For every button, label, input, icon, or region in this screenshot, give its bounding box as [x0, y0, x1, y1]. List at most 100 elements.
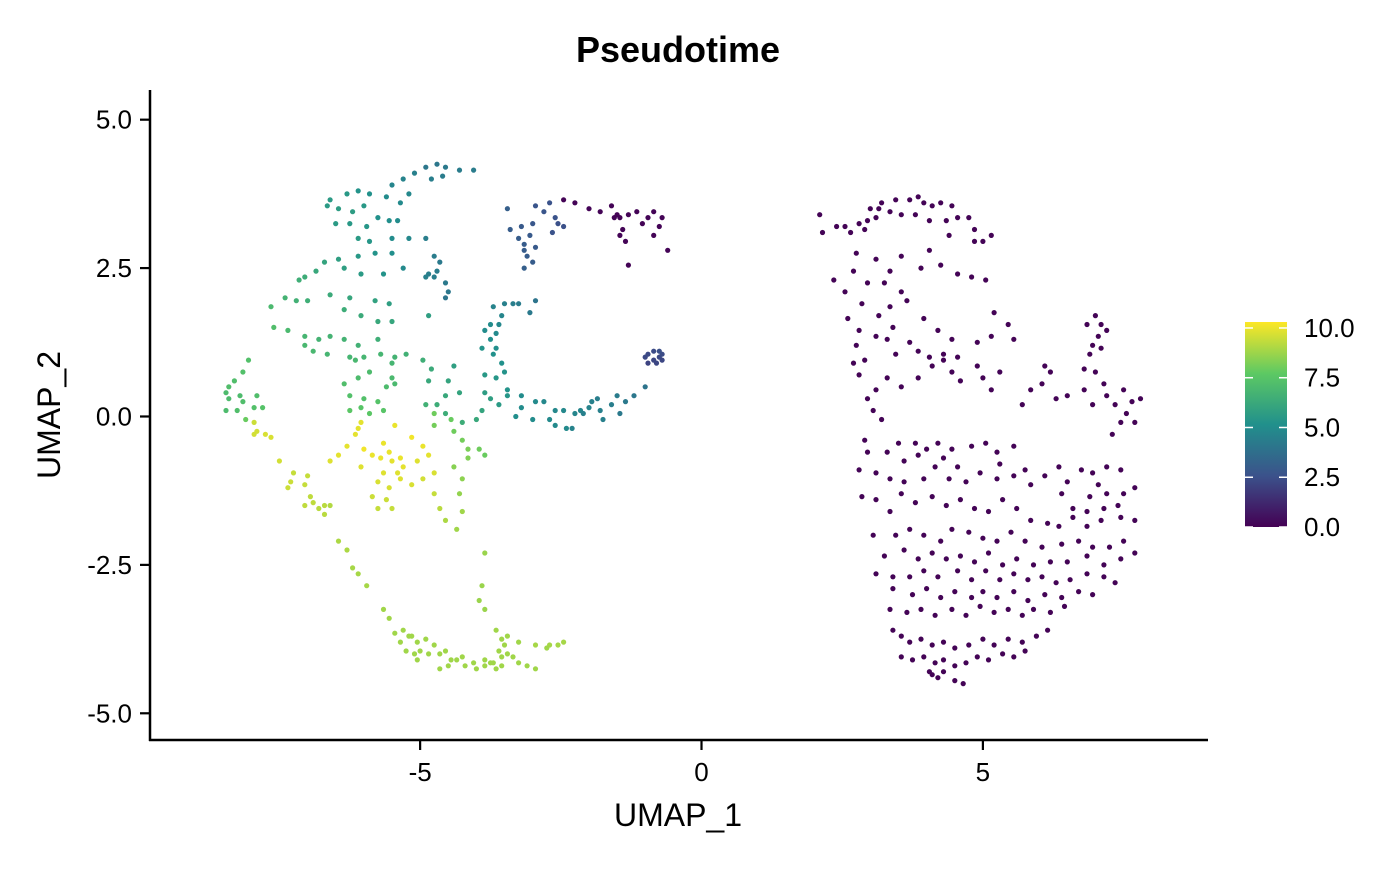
data-point — [423, 164, 429, 170]
data-point — [347, 393, 353, 399]
data-point — [817, 212, 823, 218]
data-point — [316, 505, 322, 512]
data-point — [966, 529, 972, 535]
data-point — [1019, 639, 1025, 645]
data-point — [1118, 419, 1124, 425]
data-point — [966, 642, 972, 648]
data-point — [1121, 538, 1127, 544]
data-point — [335, 538, 342, 544]
data-point — [1132, 550, 1138, 556]
data-point — [873, 470, 879, 476]
data-point — [344, 443, 350, 449]
data-point — [532, 666, 539, 672]
data-point — [921, 568, 927, 574]
points-layer — [223, 161, 1144, 687]
data-point — [386, 218, 392, 224]
data-point — [1076, 589, 1082, 595]
data-point — [518, 405, 525, 411]
data-point — [572, 200, 578, 206]
data-point — [918, 606, 924, 613]
data-point — [547, 416, 553, 423]
data-point — [1047, 609, 1053, 616]
data-point — [499, 663, 505, 669]
data-point — [983, 277, 989, 283]
data-point — [895, 440, 902, 446]
data-point — [1095, 333, 1101, 339]
data-point — [414, 657, 420, 663]
data-point — [1011, 571, 1017, 577]
data-point — [912, 500, 919, 506]
data-point — [397, 639, 403, 645]
data-point — [957, 553, 964, 559]
data-point — [302, 342, 308, 348]
data-point — [1022, 467, 1028, 473]
data-point — [1005, 606, 1011, 613]
y-tick-label: -5.0 — [87, 698, 132, 728]
data-point — [482, 663, 488, 669]
data-point — [912, 440, 919, 446]
x-tick-label: 0 — [694, 757, 708, 787]
data-point — [465, 455, 471, 461]
data-point — [1090, 544, 1096, 550]
data-point — [482, 550, 488, 556]
data-point — [226, 396, 232, 402]
data-point — [496, 321, 502, 328]
data-point — [459, 437, 465, 443]
data-point — [1090, 402, 1096, 408]
data-point — [1118, 556, 1124, 562]
data-point — [949, 526, 955, 532]
data-point — [873, 333, 879, 339]
data-point — [428, 176, 434, 182]
data-point — [347, 407, 353, 414]
data-point — [988, 333, 994, 339]
data-point — [358, 313, 364, 319]
data-point — [943, 218, 949, 224]
data-point — [321, 502, 328, 509]
data-point — [380, 606, 387, 613]
data-point — [276, 458, 282, 464]
data-point — [237, 393, 243, 399]
data-point — [392, 422, 398, 428]
data-point — [893, 197, 899, 203]
data-point — [1087, 494, 1093, 500]
data-point — [510, 301, 516, 307]
data-point — [375, 336, 381, 342]
data-point — [555, 221, 561, 227]
data-point — [960, 681, 966, 687]
data-point — [1028, 482, 1034, 488]
data-point — [952, 678, 958, 684]
data-point — [521, 265, 527, 271]
data-point — [569, 425, 575, 431]
data-point — [549, 229, 556, 236]
data-point — [1011, 443, 1017, 449]
data-point — [1039, 574, 1045, 580]
data-point — [414, 458, 420, 464]
data-point — [302, 502, 308, 509]
data-point — [1118, 514, 1124, 521]
data-point — [1064, 559, 1070, 565]
data-point — [1030, 606, 1037, 613]
data-point — [834, 223, 840, 230]
data-point — [918, 265, 924, 271]
data-point — [921, 315, 927, 322]
data-point — [873, 571, 879, 577]
data-point — [651, 348, 657, 354]
data-point — [231, 378, 237, 384]
data-point — [355, 188, 361, 194]
data-point — [459, 654, 465, 660]
data-point — [456, 390, 463, 396]
data-point — [1092, 369, 1098, 375]
data-point — [296, 277, 302, 283]
data-point — [617, 215, 623, 221]
data-point — [639, 221, 646, 227]
data-point — [383, 497, 389, 503]
data-point — [1059, 594, 1065, 601]
data-point — [966, 215, 972, 221]
data-point — [856, 327, 862, 333]
data-point — [321, 259, 328, 265]
data-point — [943, 502, 949, 509]
data-point — [476, 446, 482, 452]
data-point — [890, 574, 896, 580]
data-point — [1121, 491, 1127, 497]
